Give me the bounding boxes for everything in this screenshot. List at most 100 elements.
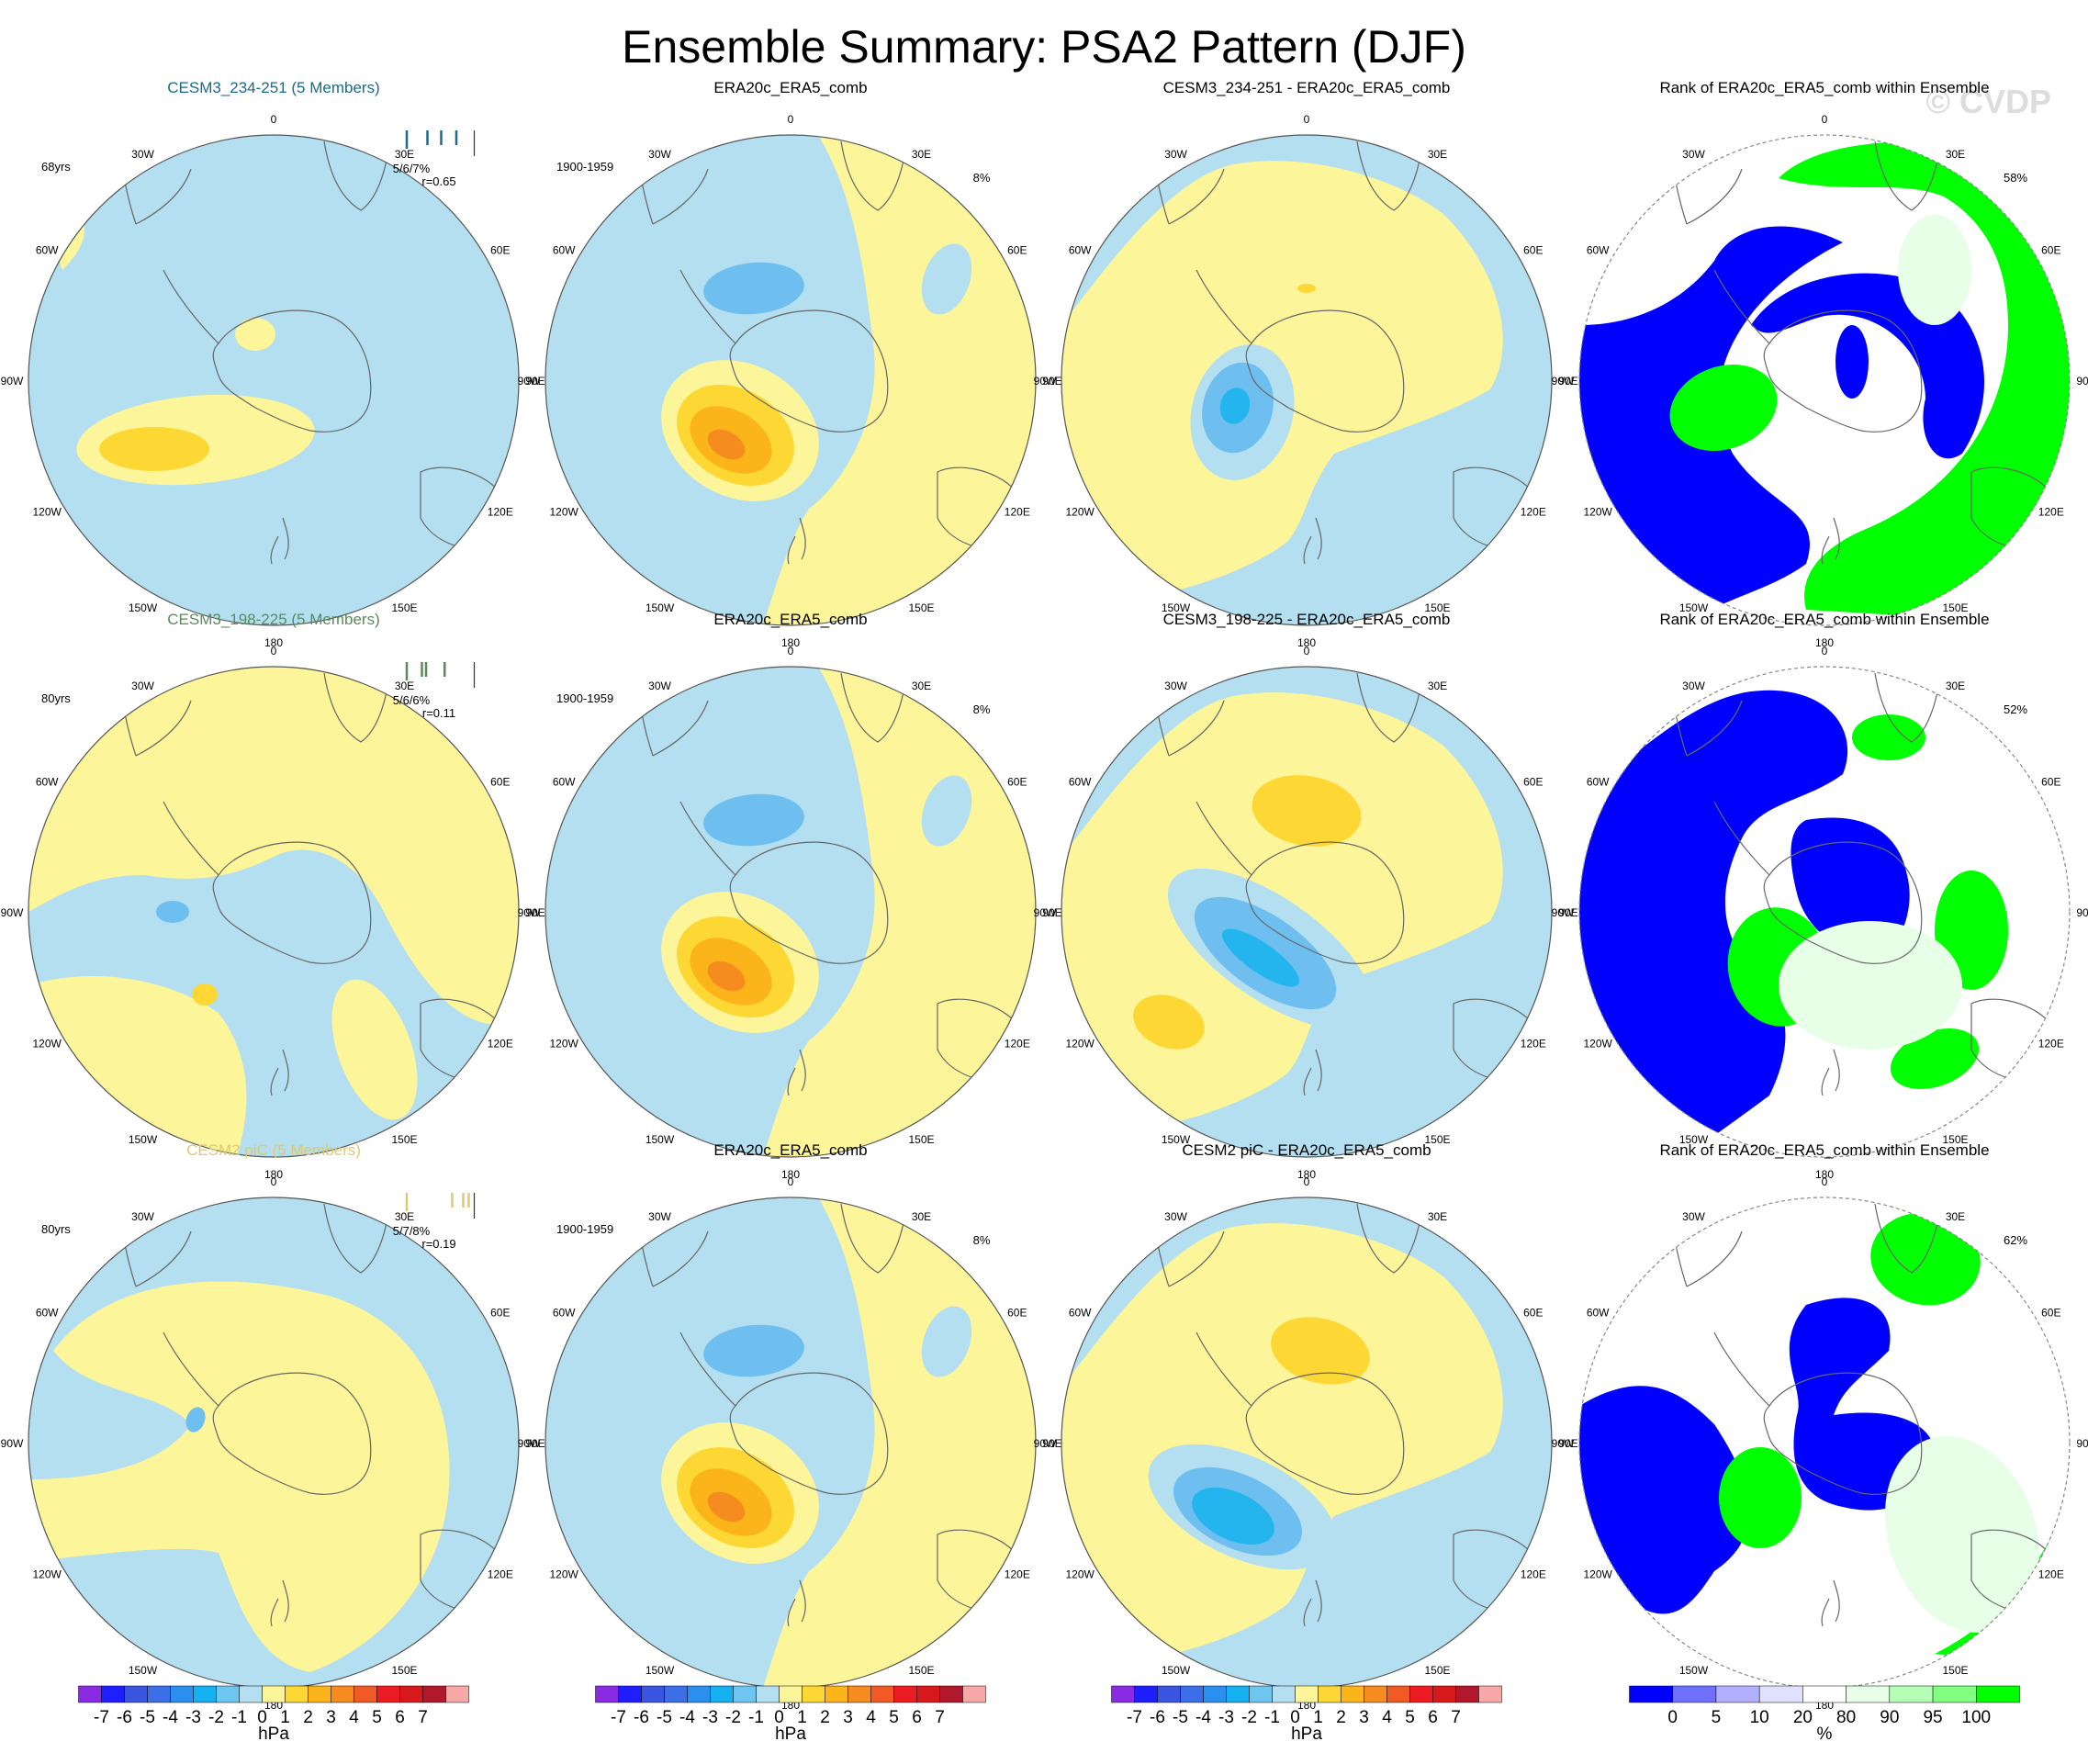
lon-label: 180 bbox=[781, 1168, 800, 1181]
colorbar-tick-label: -7 bbox=[1127, 1708, 1142, 1727]
colorbar-tick-label: 5 bbox=[1405, 1708, 1415, 1727]
antarctica-coastline bbox=[1763, 841, 1923, 964]
pattern-correlation: r=0.65 bbox=[421, 174, 455, 188]
colorbar-tick-label: 80 bbox=[1836, 1708, 1856, 1727]
lon-label: 60W bbox=[1069, 244, 1092, 257]
lon-label: 60E bbox=[1007, 776, 1027, 789]
colorbar-swatch bbox=[962, 1685, 986, 1703]
colorbar-swatch bbox=[1134, 1685, 1158, 1703]
colorbar-tick-label: 6 bbox=[1428, 1708, 1438, 1727]
colorbar-swatch bbox=[1432, 1685, 1456, 1703]
rank-low bbox=[1579, 1386, 1749, 1614]
new-zealand-coastline bbox=[270, 1579, 289, 1627]
africa-coastline bbox=[323, 1203, 389, 1274]
lon-label: 120E bbox=[2038, 1038, 2064, 1051]
lon-label: 120W bbox=[33, 1038, 62, 1051]
lon-label: 120W bbox=[1066, 1038, 1095, 1051]
lon-label: 120E bbox=[1521, 1568, 1546, 1581]
peninsula-coastline bbox=[1196, 1331, 1252, 1407]
map-shading bbox=[1579, 135, 2070, 625]
colorbar-tick-label: 3 bbox=[1359, 1708, 1369, 1727]
lon-label: 90W bbox=[1552, 1437, 1575, 1450]
lon-label: 30E bbox=[1428, 680, 1447, 692]
map-border bbox=[28, 134, 520, 626]
rank-mid-high bbox=[1884, 1436, 2040, 1633]
lon-label: 90W bbox=[1034, 906, 1057, 919]
ensemble-stat: 5/7/8% bbox=[393, 1224, 431, 1238]
lon-label: 30E bbox=[912, 148, 931, 161]
panel-title: ERA20c_ERA5_comb bbox=[713, 611, 867, 628]
rank-high bbox=[1870, 1212, 1981, 1306]
lon-label: 120E bbox=[488, 1568, 513, 1581]
colorbar-tick-label: -6 bbox=[1150, 1708, 1165, 1727]
colorbar-swatch bbox=[939, 1685, 963, 1703]
colorbar-tick-label: -7 bbox=[611, 1708, 626, 1727]
map-panel-r3-c4: 0 30E 60E 90E 120E 150E 180 150W 120W 90W 60W 30W Ra… bbox=[1552, 1141, 2088, 1712]
lon-label: 60E bbox=[1523, 1307, 1543, 1320]
lon-label: 0 bbox=[1822, 113, 1828, 126]
lon-label: 60W bbox=[553, 1307, 576, 1320]
figure-title: Ensemble Summary: PSA2 Pattern (DJF) bbox=[622, 21, 1466, 73]
map-shading bbox=[661, 135, 1036, 625]
colorbar-tick-label: 2 bbox=[820, 1708, 830, 1727]
negative-anomaly-core bbox=[1219, 388, 1251, 424]
colorbar-tick-label: 7 bbox=[418, 1708, 428, 1727]
lon-label: 30E bbox=[1428, 148, 1447, 161]
colorbar-tick-label: -6 bbox=[117, 1708, 132, 1727]
map-panel-r1-c2: 0 30E 60E 90E 120E 150E 180 150W 120W 90W 60W 30W ER… bbox=[518, 79, 1062, 649]
lon-label: 30E bbox=[1946, 680, 1965, 692]
panel-title: CESM3_198-225 (5 Members) bbox=[167, 611, 379, 628]
colorbar-tick-label: 7 bbox=[1451, 1708, 1461, 1727]
map-panel-r2-c4: 0 30E 60E 90E 120E 150E 180 150W 120W 90W 60W 30W Ra… bbox=[1552, 611, 2088, 1181]
variance-pct: 8% bbox=[973, 702, 991, 716]
colorbar-swatch bbox=[101, 1685, 125, 1703]
lon-label: 30E bbox=[395, 680, 414, 692]
map-shading bbox=[1579, 1197, 2070, 1688]
new-zealand-coastline bbox=[1303, 517, 1322, 565]
colorbar-tick-label: -6 bbox=[634, 1708, 649, 1727]
map-panel-r2-c3: 0 30E 60E 90E 120E 150E 180 150W 120W 90W 60W 30W CE… bbox=[1034, 611, 1578, 1181]
lon-label: 150E bbox=[1424, 601, 1450, 614]
map-field bbox=[1061, 135, 1552, 625]
colorbar-tick-label: 0 bbox=[1290, 1708, 1300, 1727]
map-coastlines bbox=[634, 1203, 1017, 1627]
lon-label: 90E bbox=[1042, 906, 1061, 919]
colorbar-tick-label: 0 bbox=[1667, 1708, 1678, 1727]
lon-label: 150W bbox=[1162, 1133, 1191, 1146]
colorbar-tick-label: 6 bbox=[912, 1708, 922, 1727]
map-field bbox=[545, 667, 1036, 1157]
panel-title: CESM2 piC - ERA20c_ERA5_comb bbox=[1182, 1141, 1431, 1159]
peninsula-coastline bbox=[1713, 269, 1770, 344]
lon-label: 90E bbox=[2076, 906, 2088, 919]
colorbar-swatch bbox=[1758, 1685, 1803, 1703]
africa-coastline bbox=[840, 1203, 906, 1274]
colorbar-swatch bbox=[331, 1685, 354, 1703]
lon-label: 60W bbox=[1587, 776, 1610, 789]
map-border bbox=[1578, 666, 2071, 1158]
map-field bbox=[28, 135, 519, 625]
colorbar-tick-label: 7 bbox=[935, 1708, 945, 1727]
lon-label: 90E bbox=[1042, 375, 1061, 388]
antarctica-coastline bbox=[212, 841, 372, 964]
colorbar-swatch bbox=[308, 1685, 331, 1703]
africa-coastline bbox=[323, 672, 389, 743]
colorbar-swatch bbox=[1318, 1685, 1341, 1703]
lon-label: 30E bbox=[1946, 148, 1965, 161]
africa-coastline bbox=[1356, 140, 1422, 211]
map-panel-r3-c2: 0 30E 60E 90E 120E 150E 180 150W 120W 90W 60W 30W ER… bbox=[518, 1141, 1062, 1712]
negative-anomaly bbox=[921, 243, 972, 315]
lon-label: 30E bbox=[912, 1210, 931, 1223]
peninsula-coastline bbox=[1196, 801, 1252, 876]
colorbar-swatch bbox=[779, 1685, 803, 1703]
positive-anomaly bbox=[1061, 1223, 1503, 1688]
peninsula-coastline bbox=[679, 269, 736, 344]
lon-label: 150E bbox=[908, 1664, 934, 1677]
lon-label: 150W bbox=[645, 601, 675, 614]
antarctica-coastline bbox=[1763, 1372, 1923, 1495]
lon-label: 60E bbox=[490, 244, 510, 257]
colorbar-tick-label: 5 bbox=[889, 1708, 899, 1727]
colorbar-tick-label: 1 bbox=[280, 1708, 290, 1727]
rank-high bbox=[1779, 141, 2070, 625]
lon-label: 150W bbox=[129, 1133, 158, 1146]
negative-anomaly bbox=[703, 1324, 804, 1377]
